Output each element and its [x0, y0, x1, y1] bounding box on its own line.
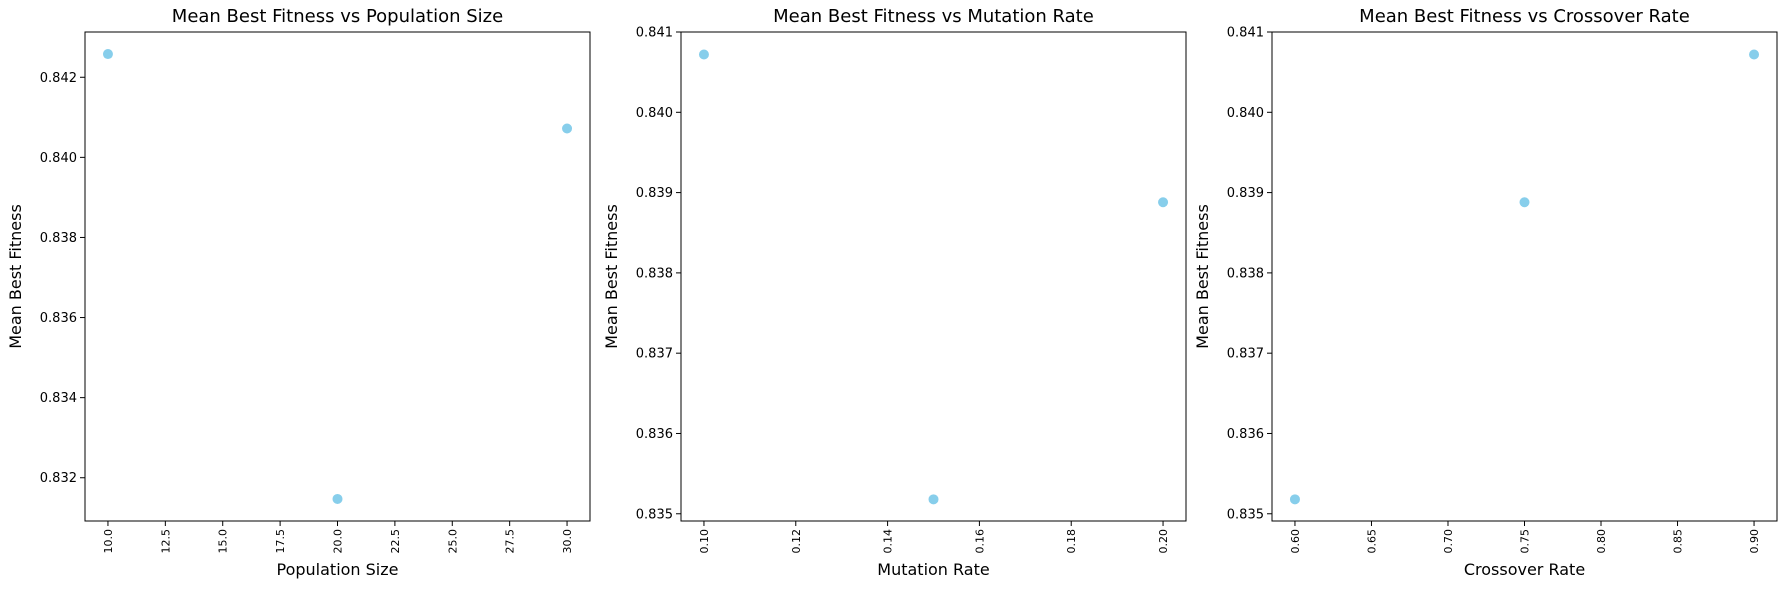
x-tick-label: 0.60 — [1289, 529, 1302, 554]
plot-frame — [1271, 31, 1778, 522]
y-tick-label: 0.832 — [40, 471, 77, 486]
x-tick-label: 0.65 — [1365, 529, 1378, 554]
x-axis-label: Crossover Rate — [1464, 560, 1585, 579]
x-tick-label: 0.90 — [1748, 529, 1761, 554]
y-tick-label: 0.840 — [1227, 106, 1264, 121]
x-tick-label: 0.12 — [790, 529, 803, 554]
chart-panel-2: Mean Best Fitness vs Mutation Rate 0.835 0… — [602, 6, 1187, 579]
data-point — [332, 493, 343, 504]
plot-frame — [84, 31, 591, 522]
y-tick-label: 0.841 — [1227, 26, 1264, 41]
x-axis-label: Mutation Rate — [877, 560, 989, 579]
x-tick-label: 22.5 — [389, 529, 402, 554]
x-tick-label: 0.80 — [1595, 529, 1608, 554]
chart-title: Mean Best Fitness vs Population Size — [172, 6, 503, 27]
chart-panel-1: Mean Best Fitness vs Population Size 0.83… — [6, 6, 591, 579]
y-tick-label: 0.835 — [636, 507, 673, 522]
y-tick-label: 0.836 — [1227, 427, 1264, 442]
y-tick-label: 0.838 — [636, 266, 673, 281]
chart-title: Mean Best Fitness vs Crossover Rate — [1359, 6, 1690, 27]
x-tick-label: 0.10 — [698, 529, 711, 554]
data-point — [928, 494, 939, 505]
chart-title: Mean Best Fitness vs Mutation Rate — [773, 6, 1094, 27]
y-axis-label: Mean Best Fitness — [1193, 204, 1212, 349]
data-point — [1289, 494, 1300, 505]
x-tick-label: 0.85 — [1672, 529, 1685, 554]
y-tick-label: 0.841 — [636, 26, 673, 41]
x-tick-label: 0.20 — [1157, 529, 1170, 554]
y-tick-label: 0.840 — [40, 151, 77, 166]
data-point — [698, 49, 709, 60]
x-tick-label: 0.16 — [973, 529, 986, 554]
data-point — [562, 123, 573, 134]
y-tick-label: 0.839 — [636, 186, 673, 201]
x-tick-label: 12.5 — [159, 529, 172, 554]
y-tick-label: 0.837 — [1227, 347, 1264, 362]
x-tick-label: 10.0 — [102, 529, 115, 554]
y-axis-label: Mean Best Fitness — [6, 204, 25, 349]
y-tick-label: 0.835 — [1227, 507, 1264, 522]
x-tick-label: 15.0 — [217, 529, 230, 554]
x-tick-label: 20.0 — [332, 529, 345, 554]
y-tick-label: 0.836 — [636, 427, 673, 442]
y-tick-label: 0.842 — [40, 71, 77, 86]
data-point — [1158, 197, 1169, 208]
y-tick-label: 0.838 — [1227, 266, 1264, 281]
x-tick-label: 17.5 — [274, 529, 287, 554]
x-tick-label: 25.0 — [446, 529, 459, 554]
x-tick-label: 27.5 — [504, 529, 517, 554]
x-tick-label: 0.18 — [1065, 529, 1078, 554]
y-axis-label: Mean Best Fitness — [602, 204, 621, 349]
x-tick-label: 0.75 — [1519, 529, 1532, 554]
data-point — [102, 49, 113, 60]
x-tick-label: 30.0 — [561, 529, 574, 554]
y-tick-label: 0.839 — [1227, 186, 1264, 201]
x-axis-label: Population Size — [277, 560, 399, 579]
plot-frame — [680, 31, 1187, 522]
data-point — [1749, 49, 1760, 60]
y-tick-label: 0.838 — [40, 231, 77, 246]
x-tick-label: 0.14 — [882, 529, 895, 554]
x-tick-label: 0.70 — [1442, 529, 1455, 554]
data-point — [1519, 197, 1530, 208]
y-tick-label: 0.840 — [636, 106, 673, 121]
y-tick-label: 0.834 — [40, 391, 77, 406]
y-tick-label: 0.836 — [40, 311, 77, 326]
chart-panel-3: Mean Best Fitness vs Crossover Rate 0.835… — [1193, 6, 1778, 579]
y-tick-label: 0.837 — [636, 347, 673, 362]
